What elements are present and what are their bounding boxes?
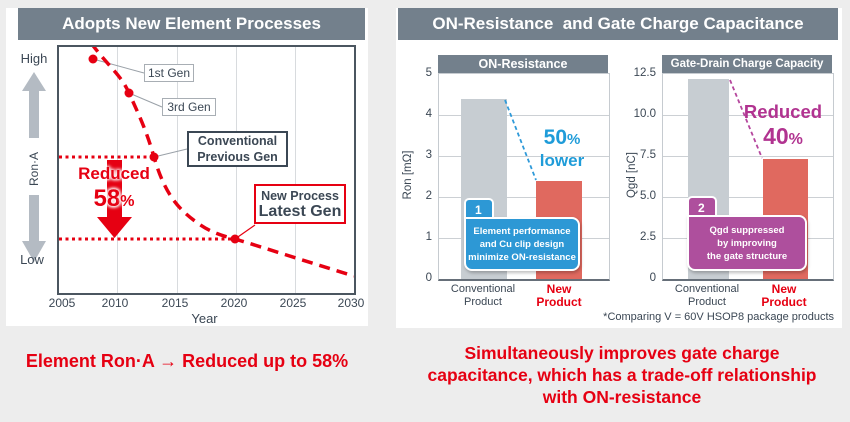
x-tick: 2030 [337, 296, 365, 310]
ron-highlight-percent-sign: % [567, 131, 581, 148]
y-tick: 4 [425, 108, 432, 120]
label-box-gen3: 3rd Gen [162, 98, 216, 116]
reduced-word: Reduced [78, 164, 150, 183]
new-process-label: New Process [261, 188, 339, 203]
data-point-conventional [149, 152, 159, 162]
ron-y-axis-label: Ron [mΩ] [402, 150, 414, 200]
up-arrow-icon [22, 72, 46, 138]
left-panel-header: Adopts New Element Processes [18, 8, 365, 40]
x-tick: 2015 [161, 296, 189, 310]
leader-line-conventional [153, 148, 188, 158]
ron-chart-title: ON-Resistance [438, 55, 608, 73]
ron-callout-number: 1 [464, 198, 494, 219]
qgd-callout-number: 2 [687, 196, 717, 217]
leader-line-gen1 [92, 58, 145, 74]
data-point-latest [230, 234, 240, 244]
qgd-callout-text: Qgd suppressed by improving the gate str… [687, 215, 807, 271]
reduction-arrow-icon [97, 160, 132, 238]
data-point-gen3 [124, 88, 134, 98]
right-panel: ON-Resistance and Gate Charge Capacitanc… [396, 8, 842, 328]
y-tick: 7.5 [640, 149, 656, 161]
x-tick: 2010 [101, 296, 129, 310]
label-box-latest: New Process Latest Gen [254, 184, 346, 224]
leader-line-gen3 [128, 92, 163, 108]
qgd-highlight-number: 40 [763, 123, 789, 149]
left-panel: Adopts New Element Processes High Ron·A … [6, 8, 368, 326]
ron-x-label-new: New Product [536, 282, 582, 309]
qgd-y-axis-label: Qgd [nC] [626, 151, 638, 199]
x-axis-label: Year [191, 311, 218, 326]
reduced-percent-sign: % [120, 193, 135, 210]
reduced-value: 58% [66, 185, 162, 212]
y-tick: 0 [649, 272, 656, 284]
down-arrow-icon [22, 195, 46, 262]
y-tick: 5 [425, 67, 432, 79]
y-axis-label: Ron·A [27, 152, 41, 187]
y-axis-low-label: Low [20, 252, 44, 267]
x-tick: 2025 [279, 296, 307, 310]
ron-highlight-word: lower [539, 151, 585, 170]
ron-highlight-number: 50 [543, 126, 567, 149]
grid-line [236, 47, 237, 293]
grid-line [295, 47, 296, 293]
y-tick: 12.5 [633, 67, 656, 79]
qgd-highlight-word: Reduced [743, 101, 823, 122]
y-tick: 2.5 [640, 231, 656, 243]
qgd-x-label-conventional: Conventional Product [674, 283, 740, 308]
y-tick: 5.0 [640, 190, 656, 202]
axis-direction-arrows [22, 72, 46, 262]
grid-line [177, 47, 178, 293]
label-box-conventional: Conventional Previous Gen [187, 131, 288, 167]
grid-line [439, 197, 609, 198]
qgd-highlight-percent-sign: % [788, 131, 803, 148]
footnote: *Comparing V = 60V HSOP8 package product… [603, 311, 834, 323]
left-caption: Element Ron·A → Reduced up to 58% [25, 351, 349, 371]
y-tick: 10.0 [633, 108, 656, 120]
ron-a-trend-plot: 1st Gen 3rd Gen Conventional Previous Ge… [57, 45, 356, 295]
y-tick: 1 [425, 231, 432, 243]
ron-callout-text: Element performance and Cu clip design m… [464, 217, 580, 271]
qgd-chart-title: Gate-Drain Charge Capacity [662, 55, 832, 73]
label-box-gen1: 1st Gen [144, 64, 194, 82]
right-panel-header: ON-Resistance and Gate Charge Capacitanc… [398, 8, 838, 40]
trend-overlay [59, 47, 354, 278]
y-tick: 2 [425, 190, 432, 202]
x-tick: 2020 [220, 296, 248, 310]
ron-x-label-conventional: Conventional Product [450, 283, 516, 308]
latest-gen-label: Latest Gen [258, 202, 342, 220]
reduced-number: 58 [93, 185, 121, 212]
qgd-highlight-value: 40% [735, 123, 831, 149]
y-tick: 0 [425, 272, 432, 284]
qgd-x-label-new: New Product [761, 282, 807, 309]
y-tick: 3 [425, 149, 432, 161]
grid-line [663, 197, 833, 198]
right-caption: Simultaneously improves gate charge capa… [427, 343, 817, 407]
y-axis-high-label: High [20, 51, 48, 66]
data-point-gen1 [88, 54, 98, 64]
x-tick: 2005 [48, 296, 76, 310]
ron-highlight-value: 50% [521, 126, 603, 150]
